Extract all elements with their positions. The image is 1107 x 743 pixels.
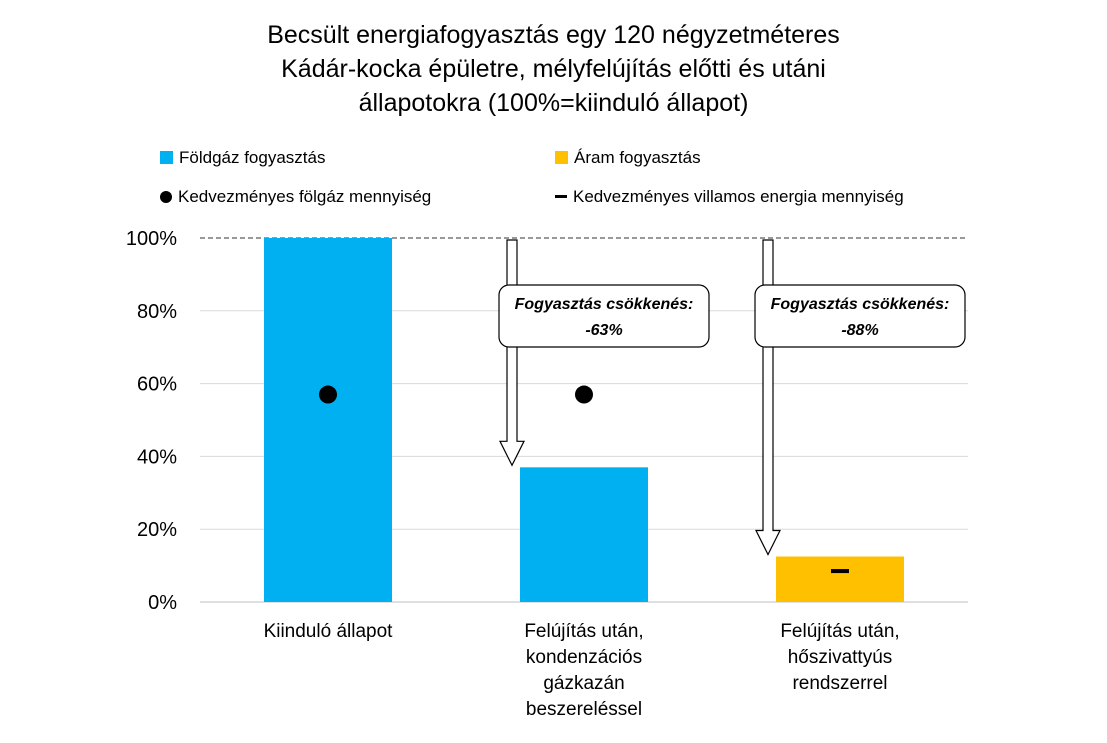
legend-label-gas-allowance: Kedvezményes fölgáz mennyiség — [178, 187, 432, 206]
chart-title-line-1: Becsült energiafogyasztás egy 120 négyze… — [267, 21, 840, 49]
x-category-label: Kiinduló állapot — [228, 619, 428, 645]
bar-gas — [264, 238, 392, 602]
legend-dot-icon — [160, 191, 172, 203]
x-category-label-line: Kiinduló állapot — [263, 621, 393, 642]
y-tick-label: 60% — [137, 374, 177, 396]
chart-title-line-3: állapotokra (100%=kiinduló állapot) — [358, 89, 749, 117]
y-tick-label: 100% — [126, 228, 177, 250]
marker-dash — [831, 569, 849, 574]
chart-title-line-2: Kádár-kocka épületre, mélyfelújítás előt… — [281, 55, 826, 83]
bar-electricity — [776, 556, 904, 602]
x-category-label: Felújítás után, kondenzációs gázkazán besze… — [484, 619, 684, 723]
legend-dash-icon — [555, 195, 567, 198]
legend-swatch-gas — [160, 151, 173, 164]
annotation-text: Fogyasztás csökkenés: — [515, 296, 694, 313]
x-category-label-line: hőszivattyús — [787, 647, 893, 668]
x-category-label-line: Felújítás után, — [524, 621, 644, 642]
legend-item-gas-allowance: Kedvezményes fölgáz mennyiség — [160, 186, 431, 208]
annotation-box — [754, 284, 966, 348]
y-tick-label: 40% — [137, 446, 177, 468]
y-tick-label: 0% — [148, 592, 177, 614]
annotation-text: -88% — [841, 322, 878, 339]
reduction-arrow — [499, 239, 525, 467]
marker-dot — [319, 385, 337, 404]
legend-label-electricity-allowance: Kedvezményes villamos energia mennyiség — [573, 187, 904, 206]
legend-label-electricity: Áram fogyasztás — [574, 148, 701, 167]
chart-title: Becsült energiafogyasztás egy 120 négyze… — [0, 18, 1107, 120]
annotation-text: Fogyasztás csökkenés: — [771, 296, 950, 313]
y-tick-label: 80% — [137, 301, 177, 323]
marker-dot — [575, 385, 593, 404]
legend-item-electricity-allowance: Kedvezményes villamos energia mennyiség — [555, 186, 904, 208]
y-tick-label: 20% — [137, 519, 177, 541]
x-category-label-line: kondenzációs — [525, 647, 643, 668]
x-category-label-line: rendszerrel — [792, 673, 888, 694]
legend-swatch-electricity — [555, 151, 568, 164]
legend-label-gas: Földgáz fogyasztás — [179, 148, 326, 167]
x-category-label-line: Felújítás után, — [780, 621, 900, 642]
annotation-box — [498, 284, 710, 348]
x-category-label-line: beszereléssel — [525, 699, 643, 720]
x-category-label-line: gázkazán — [543, 673, 625, 694]
legend-item-gas: Földgáz fogyasztás — [160, 147, 325, 169]
annotation-text: -63% — [585, 322, 622, 339]
legend-item-electricity: Áram fogyasztás — [555, 147, 701, 169]
bar-gas — [520, 467, 648, 602]
x-category-label: Felújítás után, hőszivattyús rendszerrel — [740, 619, 940, 697]
